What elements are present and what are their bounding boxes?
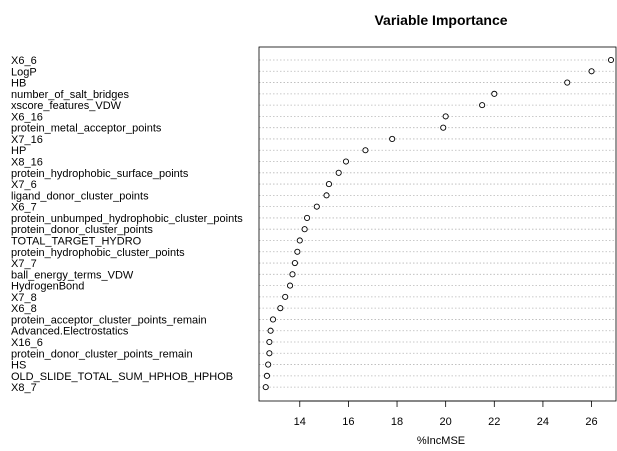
category-label: xscore_features_VDW (11, 100, 122, 112)
category-label: protein_donor_cluster_points_remain (11, 348, 193, 360)
category-label: protein_hydrophobic_surface_points (11, 168, 189, 180)
x-axis: 14 16 18 20 22 24 26 (294, 400, 598, 428)
category-label: protein_hydrophobic_cluster_points (11, 247, 185, 259)
x-tick-label: 16 (342, 416, 354, 428)
category-label: X8_16 (11, 157, 43, 169)
category-label: X7_6 (11, 179, 37, 191)
category-label: X6_8 (11, 303, 37, 315)
data-point (301, 226, 308, 233)
data-point (362, 147, 369, 154)
data-point (491, 90, 498, 97)
x-tick-label: 24 (537, 416, 549, 428)
data-point (265, 361, 272, 368)
data-point (269, 316, 277, 323)
category-label: X6_7 (11, 202, 37, 214)
category-label: number_of_salt_bridges (11, 89, 130, 101)
x-tick-label: 14 (294, 416, 306, 428)
data-point (267, 327, 274, 334)
data-point (262, 384, 269, 391)
category-label: X16_6 (11, 337, 43, 349)
category-label: HB (11, 78, 26, 90)
data-point (479, 102, 486, 109)
x-tick-label: 22 (488, 416, 500, 428)
x-tick-label: 26 (585, 416, 597, 428)
x-tick-label: 20 (440, 416, 452, 428)
category-label: X6_6 (11, 55, 37, 67)
data-point (266, 338, 273, 346)
category-label: protein_unbumped_hydrophobic_cluster_poi… (11, 213, 243, 225)
category-label: X7_16 (11, 134, 43, 146)
data-point (286, 282, 294, 289)
category-label: TOTAL_TARGET_HYDRO (11, 235, 142, 247)
category-label: protein_metal_acceptor_points (11, 123, 162, 135)
grid-lines (259, 59, 616, 388)
plot-frame (258, 46, 617, 402)
data-point (313, 203, 320, 210)
data-point (291, 259, 298, 267)
data-point (282, 293, 289, 300)
data-point (325, 181, 333, 188)
category-label: ligand_donor_cluster_points (11, 190, 149, 202)
data-point (440, 124, 447, 131)
data-point (442, 113, 449, 120)
x-tick-label: 18 (391, 416, 403, 428)
chart-title: Variable Importance (374, 12, 507, 28)
data-point (588, 68, 595, 75)
data-point (389, 135, 396, 143)
category-label: Advanced.Electrostatics (11, 326, 129, 338)
data-point (342, 158, 350, 165)
category-label: HS (11, 360, 26, 372)
category-label: LogP (11, 66, 37, 78)
data-point (263, 372, 270, 379)
x-axis-label: %IncMSE (417, 435, 465, 447)
data-point (296, 237, 303, 244)
data-point (277, 305, 284, 312)
category-label: X7_8 (11, 292, 37, 304)
category-labels: X6_6LogPHBnumber_of_salt_bridgesxscore_f… (11, 55, 243, 394)
data-point (607, 56, 615, 64)
data-point (323, 192, 330, 199)
category-label: X8_7 (11, 382, 37, 394)
category-label: X7_7 (11, 258, 37, 270)
category-label: HydrogenBond (11, 281, 84, 293)
category-label: HP (11, 145, 26, 157)
data-point (266, 350, 273, 357)
category-label: protein_acceptor_cluster_points_remain (11, 314, 207, 326)
category-label: protein_donor_cluster_points (11, 224, 153, 236)
category-label: ball_energy_terms_VDW (11, 269, 134, 281)
category-label: X6_16 (11, 111, 43, 123)
data-points (262, 56, 615, 391)
data-point (304, 214, 311, 221)
data-point (294, 248, 301, 255)
data-point (289, 271, 296, 278)
category-label: OLD_SLIDE_TOTAL_SUM_HPHOB_HPHOB (11, 371, 233, 383)
data-point (335, 169, 342, 176)
data-point (564, 79, 571, 86)
